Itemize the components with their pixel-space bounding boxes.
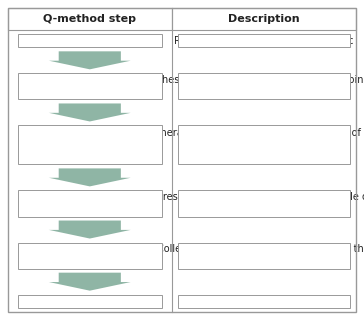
Text: Reviewing the literature on the topic: Reviewing the literature on the topic [174, 36, 353, 46]
Bar [18, 73, 162, 100]
Bar [171, 8, 356, 30]
Polygon shape [49, 168, 131, 186]
Text: Q-method step: Q-method step [43, 14, 136, 24]
Bar [18, 295, 162, 308]
Polygon shape [49, 220, 131, 238]
Text: Synthesizing the literature above and combining it
with local views about the to: Synthesizing the literature above and co… [139, 75, 364, 98]
Polygon shape [49, 51, 131, 69]
Text: 3) ‘Q-Statements’: 3) ‘Q-Statements’ [46, 140, 133, 150]
Text: 5) ‘Q-Sorts’: 5) ‘Q-Sorts’ [62, 251, 118, 260]
Text: Generating and selecting statements out of the
synthesis of literature and views: Generating and selecting statements out … [147, 128, 364, 162]
Bar [178, 73, 350, 100]
Bar [8, 8, 171, 30]
Text: Collective ranking of the statements by the
participants: Collective ranking of the statements by … [157, 244, 364, 267]
Bar [178, 295, 350, 308]
Polygon shape [49, 103, 131, 122]
Text: Description: Description [228, 14, 300, 24]
Bar [18, 125, 162, 164]
Bar [178, 190, 350, 217]
Polygon shape [49, 273, 131, 291]
Bar [178, 243, 350, 269]
Text: Analysing the rankings statistically: Analysing the rankings statistically [178, 296, 349, 306]
Bar [18, 34, 162, 47]
Text: 6) ‘Q-Analysis’: 6) ‘Q-Analysis’ [54, 296, 125, 306]
Bar [18, 243, 162, 269]
Text: 1) ‘Discourse’: 1) ‘Discourse’ [56, 36, 123, 46]
Text: 2) ‘Concourse’: 2) ‘Concourse’ [54, 81, 125, 92]
Bar [18, 190, 162, 217]
Bar [178, 125, 350, 164]
Text: 4) ‘P-Sample’: 4) ‘P-Sample’ [57, 198, 122, 208]
Text: Presenting these statements to a sample of
participants: Presenting these statements to a sample … [157, 192, 364, 215]
Bar [178, 34, 350, 47]
